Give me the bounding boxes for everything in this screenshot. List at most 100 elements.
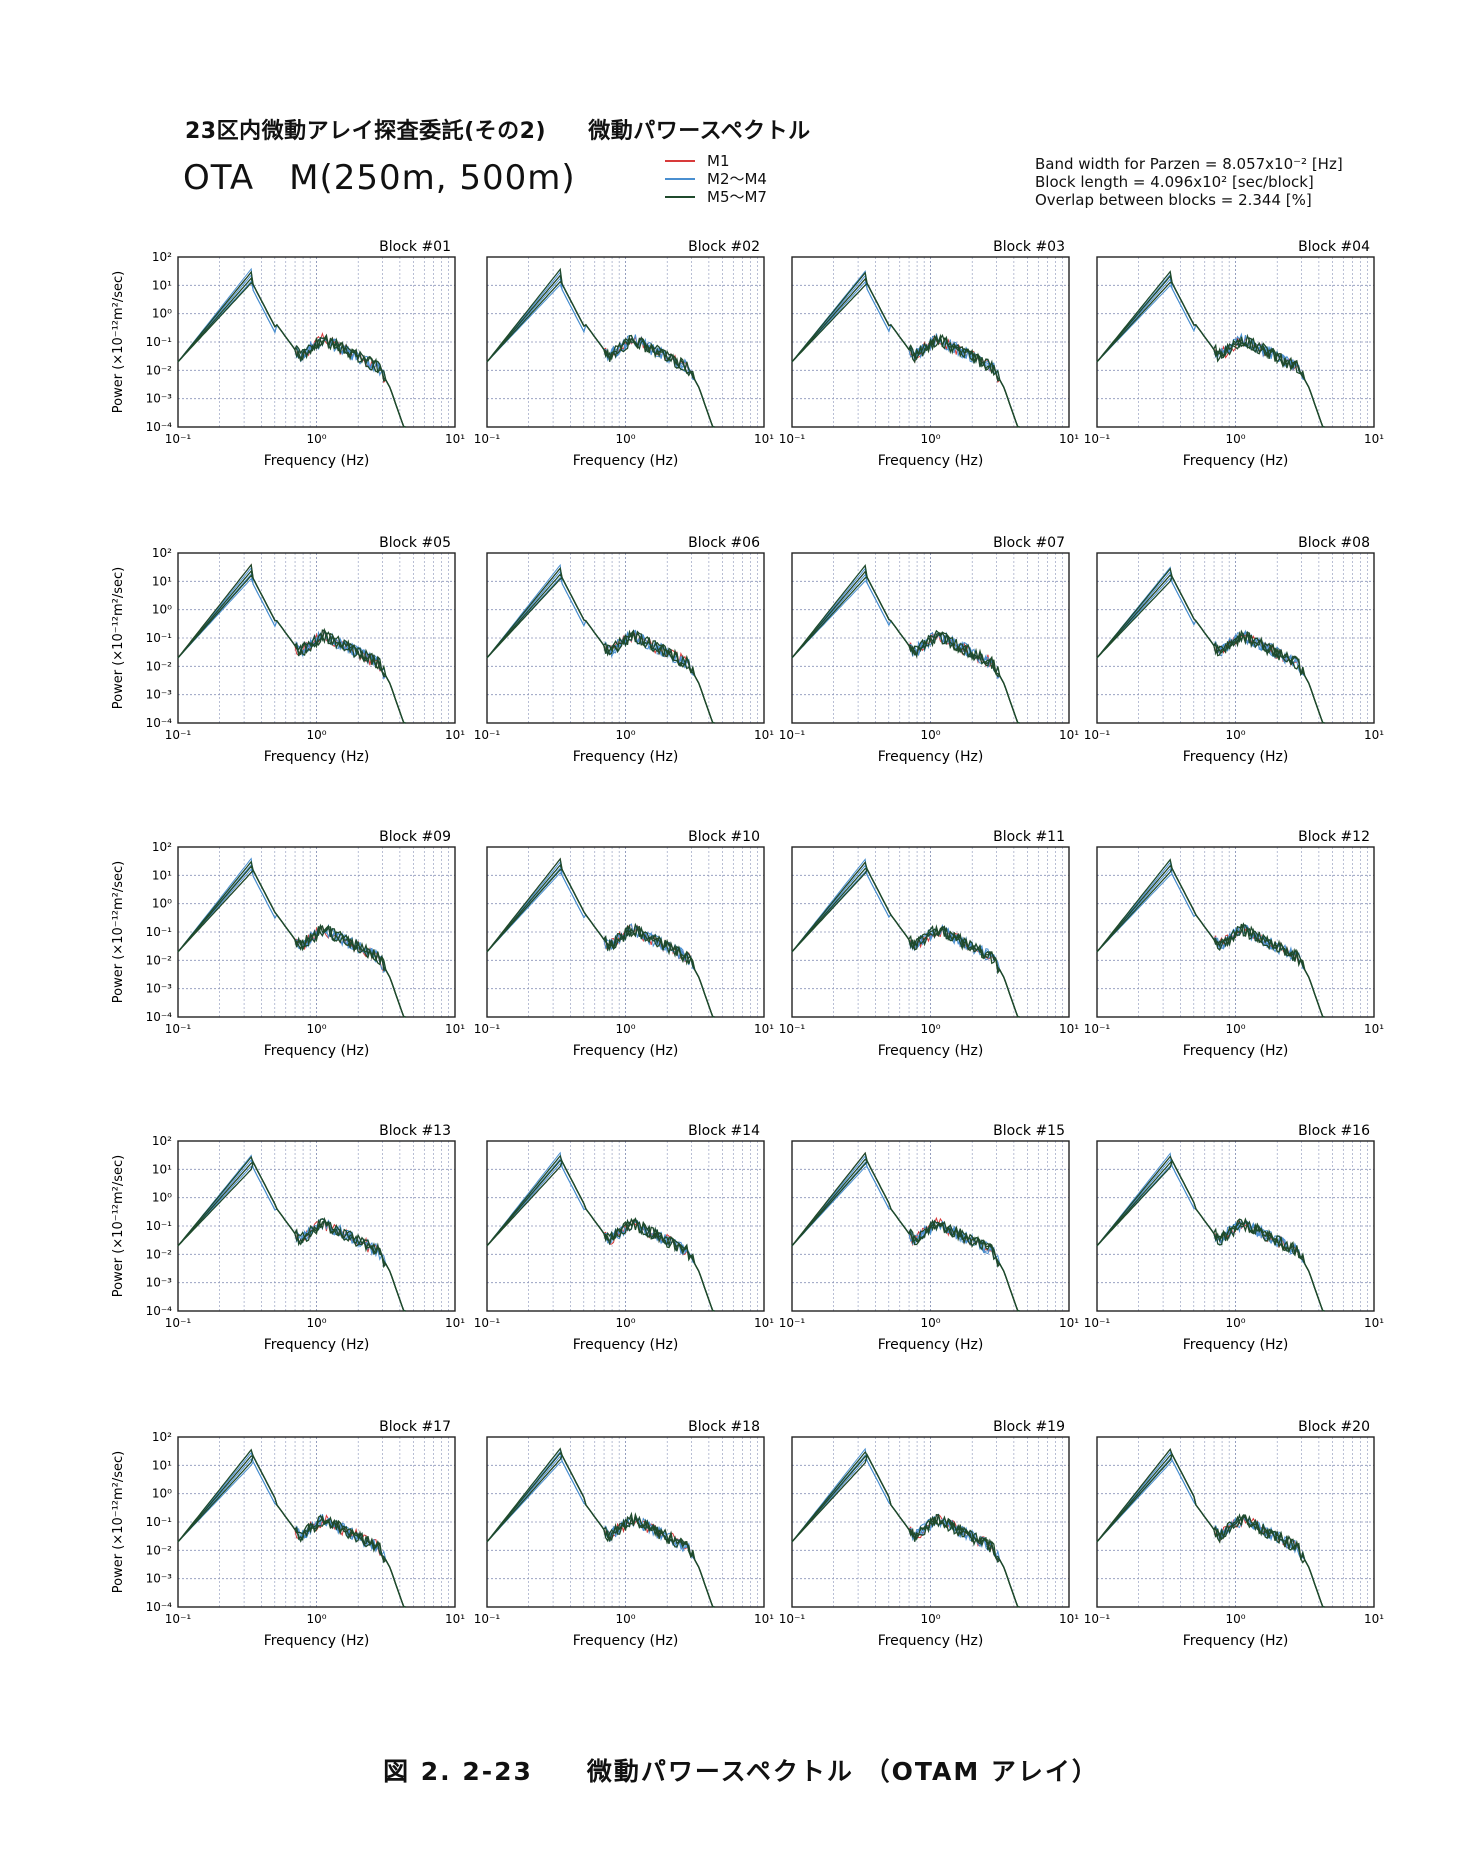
series-line-m5-m7 [177, 1448, 406, 1608]
x-axis-label: Frequency (Hz) [1183, 749, 1289, 765]
series-line-m5-m7 [1096, 1452, 1325, 1608]
series-line-m5-m7 [791, 867, 1020, 1018]
plot-frame [791, 1436, 1070, 1608]
param-block-length: Block length = 4.096x10² [sec/block] [1035, 173, 1314, 191]
series-line-m2-m4 [1096, 1158, 1325, 1312]
series-line-m5-m7 [486, 573, 715, 724]
plot-frame [177, 552, 456, 724]
series-line-m1 [1096, 281, 1325, 428]
legend-swatch-m1 [665, 160, 695, 162]
series-line-m2-m4 [1096, 1457, 1325, 1608]
plot-frame [177, 1436, 456, 1608]
x-tick-label: 10⁻¹ [165, 728, 192, 742]
series-line-m1 [1096, 1448, 1325, 1608]
x-tick-label: 10⁰ [306, 1316, 326, 1330]
panel-title: Block #06 [688, 535, 760, 551]
panel-title: Block #15 [993, 1123, 1065, 1139]
y-tick-label: 10⁻¹ [146, 631, 173, 645]
series-line-m2-m4 [791, 274, 1020, 428]
series-line-m5-m7 [486, 577, 715, 724]
series-line-m5-m7 [486, 274, 715, 428]
series-line-m2-m4 [791, 1166, 1020, 1312]
series-line-m5-m7 [791, 570, 1020, 724]
panel-title: Block #09 [379, 829, 451, 845]
series-line-m5-m7 [177, 1454, 406, 1608]
x-tick-label: 10⁻¹ [474, 432, 501, 446]
x-tick-label: 10¹ [754, 1022, 774, 1036]
series-line-m5-m7 [791, 1158, 1020, 1312]
plot-frame [791, 1140, 1070, 1312]
y-tick-label: 10⁻¹ [146, 925, 173, 939]
series-line-m2-m4 [791, 1155, 1020, 1312]
y-tick-label: 10⁰ [152, 1487, 172, 1501]
series-line-m5-m7 [791, 563, 1020, 724]
plot-frame [1096, 256, 1375, 428]
x-axis-label: Frequency (Hz) [573, 1043, 679, 1059]
series-line-m2-m4 [1096, 1451, 1325, 1608]
x-tick-label: 10⁰ [615, 432, 635, 446]
series-line-m2-m4 [177, 1460, 406, 1608]
series-line-m1 [486, 274, 715, 428]
x-tick-label: 10⁻¹ [779, 1316, 806, 1330]
panel-title: Block #04 [1298, 239, 1370, 255]
series-line-m5-m7 [1096, 575, 1325, 724]
x-tick-label: 10⁻¹ [779, 1022, 806, 1036]
panel-block-12: Block #12 10⁻¹ 10⁰ 10¹ Frequency (Hz) [1084, 829, 1384, 1059]
legend: M1 M2～M4 M5～M7 [665, 152, 767, 206]
x-tick-label: 10¹ [1364, 1022, 1384, 1036]
series-line-m2-m4 [177, 566, 406, 724]
y-tick-label: 10⁻⁴ [146, 1600, 173, 1614]
panel-block-08: Block #08 10⁻¹ 10⁰ 10¹ Frequency (Hz) [1084, 535, 1384, 765]
series-line-m2-m4 [1096, 1459, 1325, 1608]
plot-frame [1096, 1436, 1375, 1608]
x-axis-label: Frequency (Hz) [1183, 1043, 1289, 1059]
series-line-m2-m4 [177, 573, 406, 724]
series-line-m5-m7 [791, 1451, 1020, 1608]
panel-title: Block #14 [688, 1123, 760, 1139]
x-axis-label: Frequency (Hz) [878, 453, 984, 469]
series-line-m2-m4 [1096, 577, 1325, 724]
series-line-m5-m7 [177, 270, 406, 428]
series-line-m5-m7 [177, 281, 406, 428]
panel-block-06: Block #06 10⁻¹ 10⁰ 10¹ Frequency (Hz) [474, 535, 774, 765]
panel-block-11: Block #11 10⁻¹ 10⁰ 10¹ Frequency (Hz) [779, 829, 1079, 1059]
series-line-m2-m4 [791, 573, 1020, 724]
series-line-m2-m4 [791, 858, 1020, 1018]
series-line-m5-m7 [1096, 274, 1325, 428]
series-line-m5-m7 [486, 1447, 715, 1608]
y-axis-label: Power (×10⁻¹²m²/sec) [111, 1451, 126, 1593]
y-axis-label: Power (×10⁻¹²m²/sec) [111, 567, 126, 709]
panel-title: Block #05 [379, 535, 451, 551]
series-line-m5-m7 [486, 1454, 715, 1608]
x-axis-label: Frequency (Hz) [878, 1633, 984, 1649]
panel-title: Block #02 [688, 239, 760, 255]
x-axis-label: Frequency (Hz) [1183, 1633, 1289, 1649]
series-line-m1 [791, 1453, 1020, 1608]
series-line-m5-m7 [1096, 858, 1325, 1018]
series-line-m5-m7 [791, 868, 1020, 1018]
x-tick-label: 10⁻¹ [474, 1316, 501, 1330]
series-line-m2-m4 [177, 577, 406, 724]
series-line-m2-m4 [791, 567, 1020, 724]
x-axis-label: Frequency (Hz) [573, 749, 679, 765]
x-tick-label: 10⁰ [1225, 432, 1245, 446]
series-line-m5-m7 [1096, 270, 1325, 428]
series-line-m5-m7 [1096, 1155, 1325, 1312]
series-line-m5-m7 [177, 865, 406, 1018]
series-line-m5-m7 [791, 1454, 1020, 1608]
panel-block-15: Block #15 10⁻¹ 10⁰ 10¹ Frequency (Hz) [779, 1123, 1079, 1353]
y-tick-label: 10⁰ [152, 1191, 172, 1205]
plot-frame [486, 552, 765, 724]
y-tick-label: 10¹ [152, 278, 172, 292]
panel-block-03: Block #03 10⁻¹ 10⁰ 10¹ Frequency (Hz) [779, 239, 1079, 469]
plot-frame [791, 846, 1070, 1018]
series-line-m2-m4 [791, 1447, 1020, 1608]
series-line-m1 [177, 1455, 406, 1608]
series-line-m2-m4 [486, 1162, 715, 1312]
series-line-m1 [791, 277, 1020, 428]
x-tick-label: 10¹ [1364, 1316, 1384, 1330]
y-tick-label: 10⁻¹ [146, 1219, 173, 1233]
series-line-m5-m7 [791, 576, 1020, 724]
y-tick-label: 10⁻² [146, 1543, 173, 1557]
